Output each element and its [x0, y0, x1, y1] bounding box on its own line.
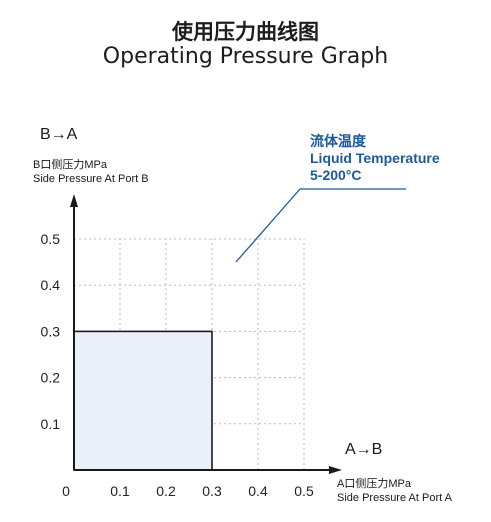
y-axis-label-cn: B口侧压力MPa [33, 159, 107, 171]
x-tick-label: 0.3 [202, 483, 222, 499]
x-tick-label: 0.5 [294, 483, 314, 499]
x-tick-label: 0.1 [110, 483, 130, 499]
y-axis-label-en: Side Pressure At Port B [33, 173, 149, 185]
x-tick-label: 0.2 [156, 483, 176, 499]
x-tick-label: 0.4 [248, 483, 268, 499]
y-direction-label: B→A [40, 126, 78, 143]
x-axis-label: A口侧压力MPa Side Pressure At Port A [337, 477, 452, 505]
y-tick-label: 0.1 [41, 416, 61, 432]
y-tick-labels: 0.1 0.2 0.3 0.4 0.5 [41, 231, 61, 432]
annotation-en: Liquid Temperature [310, 150, 440, 166]
y-tick-label: 0.5 [41, 231, 61, 247]
chart-title-en: Operating Pressure Graph [102, 44, 389, 69]
x-direction-label: A→B [345, 441, 383, 458]
chart-title-cn: 使用压力曲线图 [172, 20, 319, 44]
x-axis-arrow [329, 466, 342, 474]
x-tick-label: 0 [62, 483, 70, 499]
y-tick-label: 0.3 [41, 323, 61, 339]
operating-region [73, 330, 213, 471]
annotation-leader-line [235, 188, 301, 263]
y-tick-label: 0.2 [41, 370, 61, 386]
temperature-annotation: 流体温度 Liquid Temperature 5-200°C [310, 133, 440, 184]
x-axis-label-cn: A口侧压力MPa [337, 478, 411, 490]
y-axis-label: B口侧压力MPa Side Pressure At Port B [33, 158, 149, 186]
y-axis-arrow [70, 194, 78, 207]
annotation-range: 5-200°C [310, 167, 362, 183]
x-tick-labels: 0 0.1 0.2 0.3 0.4 0.5 [62, 483, 314, 499]
annotation-cn: 流体温度 [310, 133, 366, 149]
x-axis-label-en: Side Pressure At Port A [337, 492, 452, 504]
y-tick-label: 0.4 [41, 277, 61, 293]
